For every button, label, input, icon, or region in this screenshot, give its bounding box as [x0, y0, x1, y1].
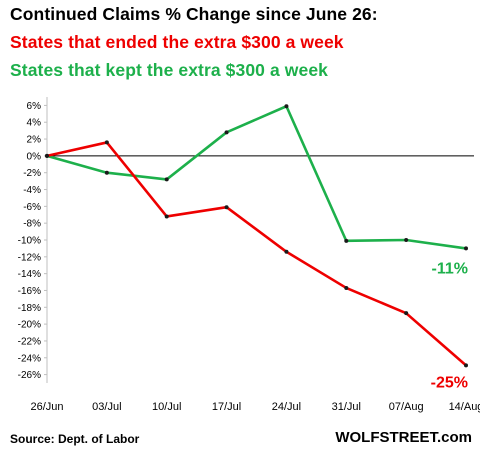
- series-ended-line: [45, 141, 468, 367]
- series-kept-line: [45, 104, 468, 250]
- series-kept-point: [164, 177, 169, 182]
- series-ended-point: [104, 140, 109, 145]
- series-ended-point: [164, 214, 169, 219]
- series-ended-title: States that ended the extra $300 a week: [10, 32, 344, 52]
- y-tick-label: -4%: [23, 185, 41, 196]
- chart-title: Continued Claims % Change since June 26:: [10, 4, 378, 24]
- y-tick-label: -2%: [23, 168, 41, 179]
- y-tick-label: -12%: [18, 252, 41, 263]
- y-tick-label: 6%: [27, 101, 42, 112]
- y-tick-label: -22%: [18, 336, 41, 347]
- series-kept-point: [104, 170, 109, 175]
- y-tick-label: 2%: [27, 135, 42, 146]
- end-label-kept: -11%: [432, 260, 468, 277]
- y-tick-label: 0%: [27, 151, 42, 162]
- series-ended-point: [224, 205, 229, 210]
- y-tick-label: -18%: [18, 303, 41, 314]
- x-tick-label: 31/Jul: [332, 401, 361, 413]
- y-tick-label: -10%: [18, 236, 41, 247]
- series-ended-point: [284, 249, 289, 254]
- series-kept-point: [404, 238, 409, 242]
- source-note: Source: Dept. of Labor: [10, 432, 140, 446]
- series-ended-point: [404, 311, 409, 316]
- x-tick-label: 17/Jul: [212, 401, 241, 413]
- x-tick-label: 10/Jul: [152, 401, 181, 413]
- y-tick-label: -8%: [23, 219, 41, 230]
- brand-label: WOLFSTREET.com: [335, 429, 472, 446]
- series-kept-title: States that kept the extra $300 a week: [10, 60, 328, 80]
- end-label-ended: -25%: [431, 374, 468, 391]
- series-kept-point: [224, 130, 229, 135]
- y-tick-label: 4%: [27, 118, 42, 129]
- series-kept-point: [464, 246, 468, 251]
- x-tick-label: 26/Jun: [30, 401, 63, 413]
- y-tick-label: -16%: [18, 286, 41, 297]
- x-tick-label: 14/Aug: [449, 401, 480, 413]
- y-tick-label: -6%: [23, 202, 41, 213]
- x-tick-label: 03/Jul: [92, 401, 121, 413]
- y-tick-label: -24%: [18, 353, 41, 364]
- series-ended-point: [344, 285, 349, 290]
- series-kept-point: [284, 104, 289, 109]
- series-kept-point: [344, 238, 349, 243]
- x-tick-label: 24/Jul: [272, 401, 301, 413]
- series-ended-point: [45, 153, 49, 158]
- y-tick-label: -14%: [18, 269, 41, 280]
- series-ended-point: [464, 363, 468, 368]
- x-tick-label: 07/Aug: [389, 401, 424, 413]
- y-tick-label: -20%: [18, 320, 41, 331]
- y-tick-label: -26%: [18, 370, 41, 381]
